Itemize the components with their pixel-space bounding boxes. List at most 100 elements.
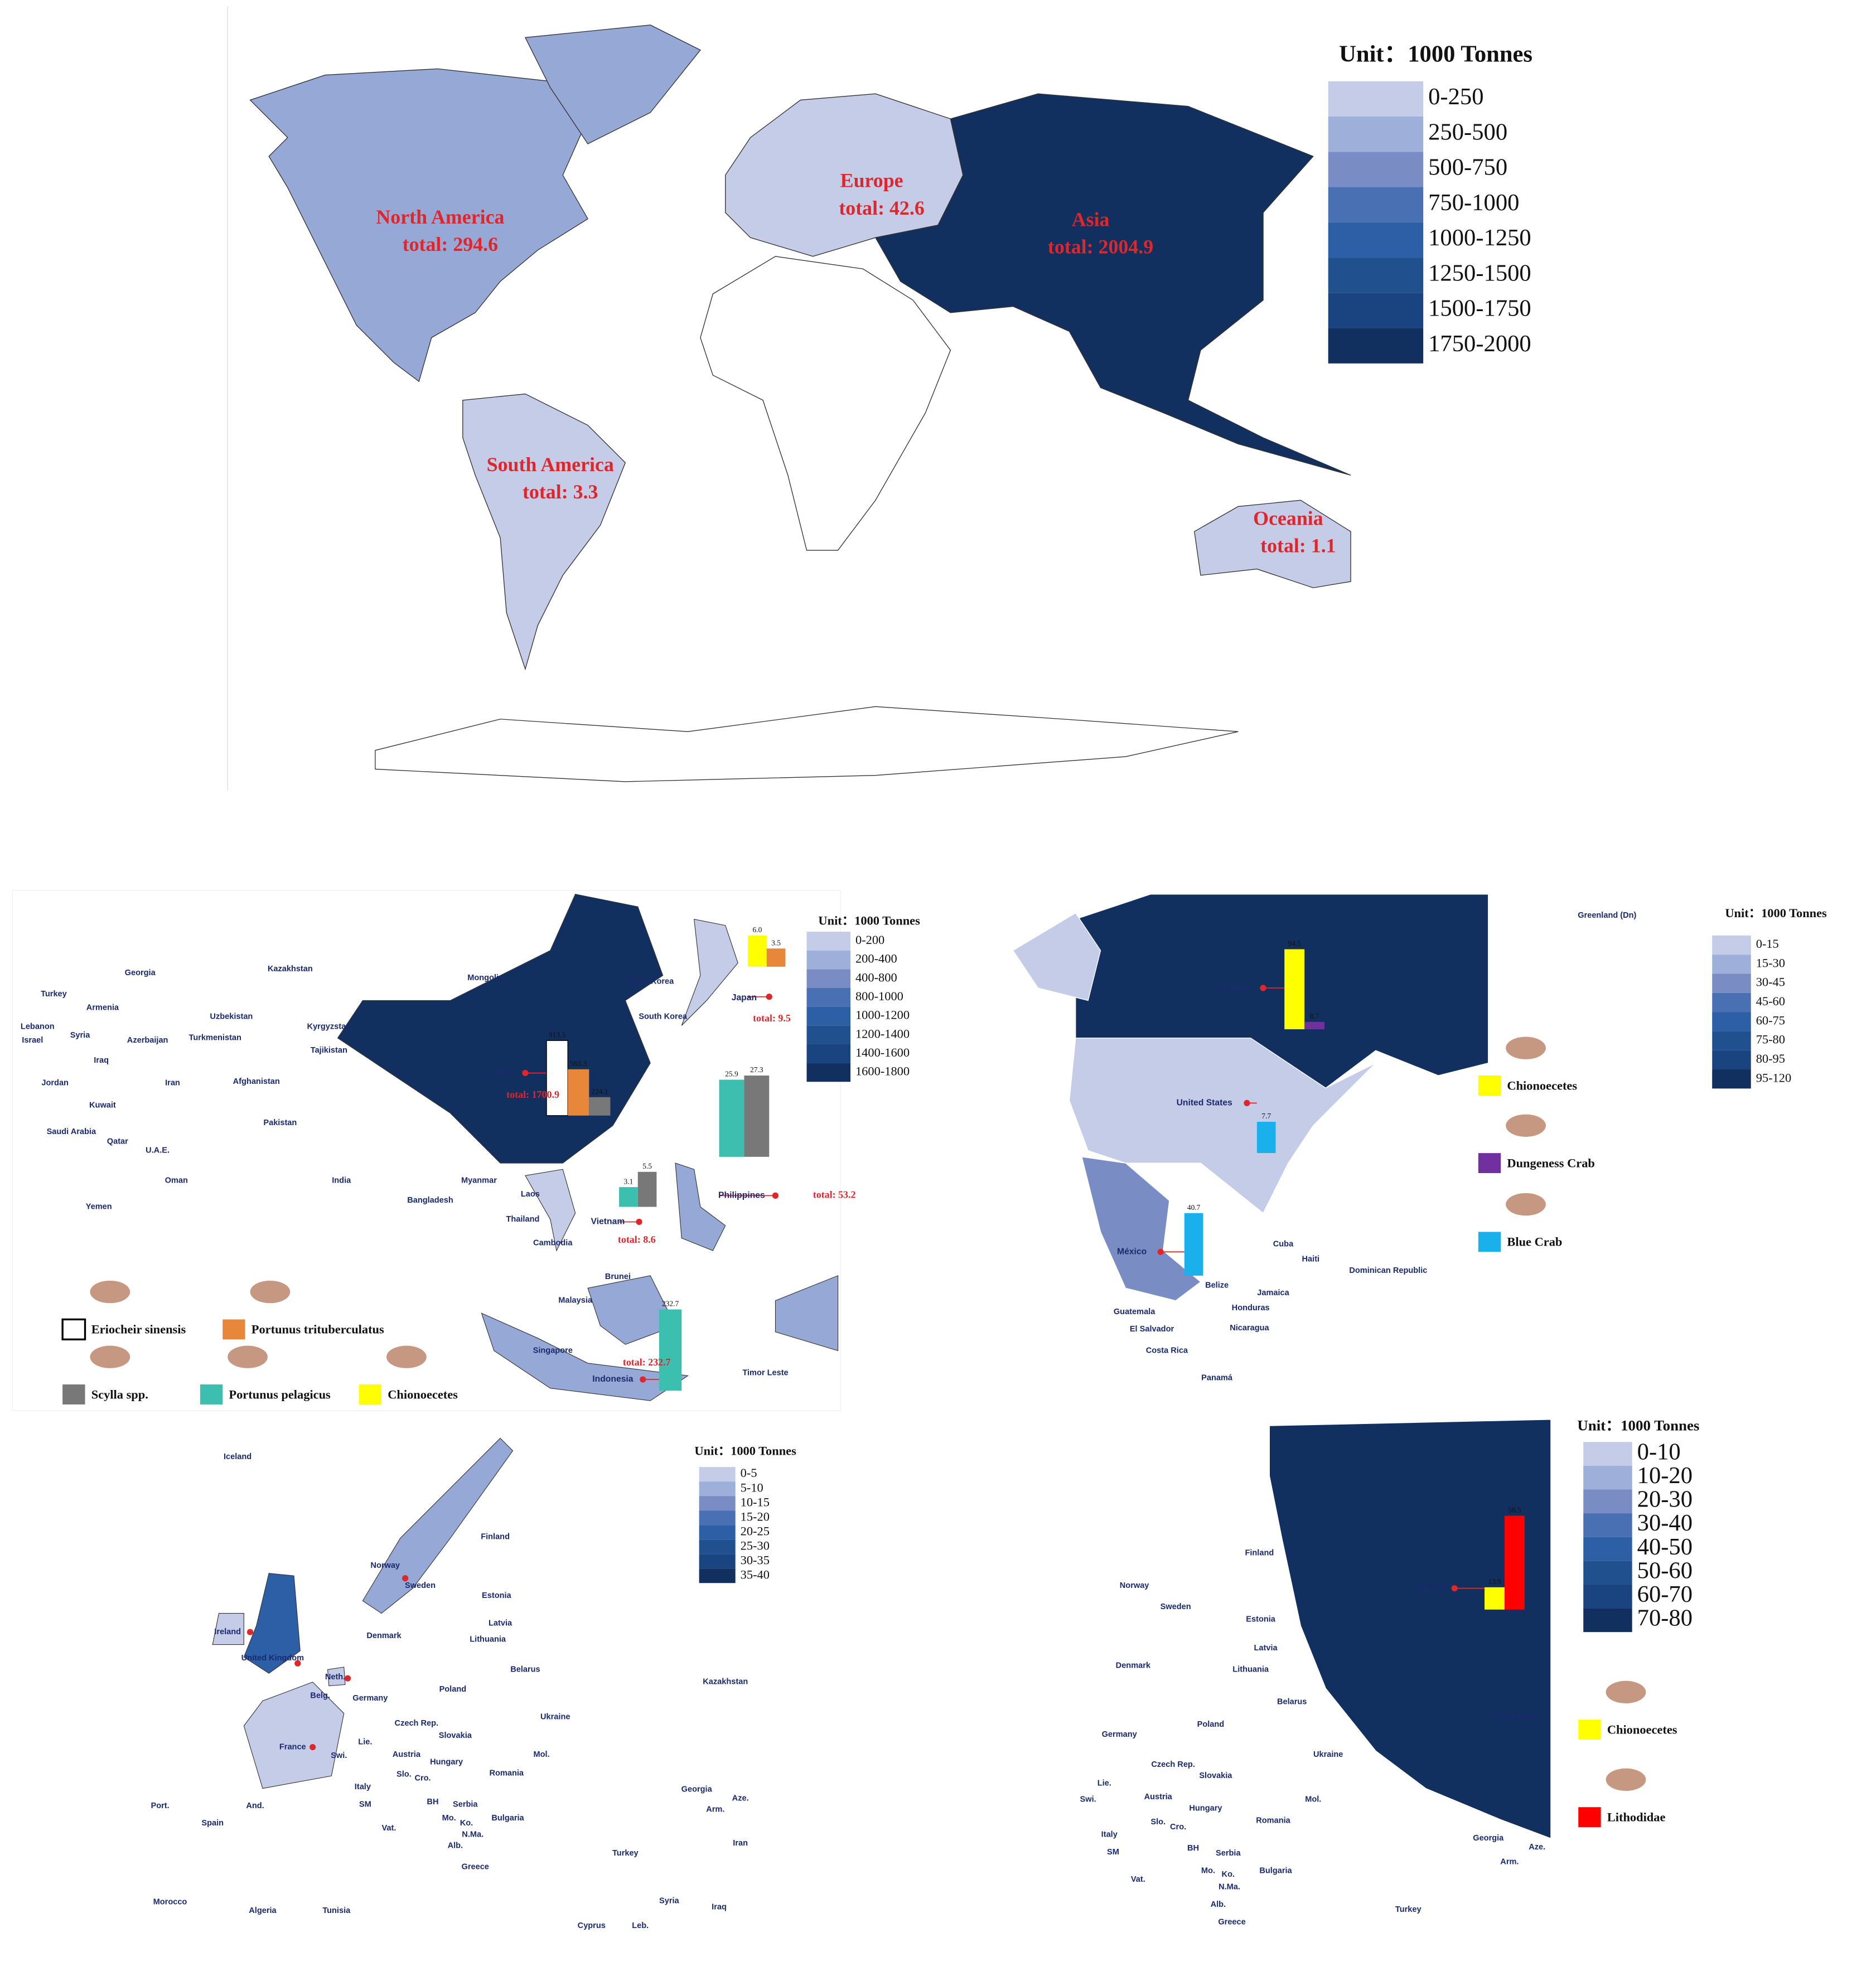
country-label: Greece	[462, 1863, 489, 1872]
producer-name: Indonesia	[592, 1374, 633, 1384]
country-label: Romania	[1256, 1817, 1290, 1825]
legend-label: 75-80	[1756, 1033, 1785, 1047]
species-swatch	[200, 1384, 223, 1404]
species-swatch	[1478, 1076, 1501, 1096]
ireland	[212, 1612, 244, 1645]
legend-swatch	[1712, 1069, 1751, 1089]
species-name: Blue Crab	[1507, 1235, 1562, 1249]
country-label: Hungary	[430, 1757, 463, 1766]
country-label: Serbia	[1216, 1849, 1241, 1858]
country-label: Austria	[393, 1750, 421, 1759]
legend-label: 60-75	[1756, 1013, 1785, 1027]
bar-label: 563.3	[570, 1059, 587, 1068]
country-label: Israel	[22, 1036, 43, 1045]
legend-label: 60-70	[1637, 1581, 1693, 1607]
country-label: Belarus	[1277, 1698, 1307, 1707]
legend-swatch	[1712, 973, 1751, 993]
legend-swatch	[1712, 955, 1751, 974]
country-label: Iraq	[712, 1903, 727, 1912]
species-swatch	[1578, 1807, 1601, 1828]
bar	[1485, 1587, 1505, 1610]
country-label: Brunei	[605, 1272, 631, 1281]
country-label: Laos	[521, 1190, 540, 1199]
producer-name: Vietnam	[591, 1217, 625, 1227]
country-label: Aze.	[732, 1794, 749, 1803]
country-label: Italy	[1101, 1830, 1118, 1839]
species-swatch	[1478, 1153, 1501, 1173]
asia-map	[12, 890, 841, 1411]
region-total: total: 294.6	[403, 233, 498, 255]
producer-dot	[522, 1069, 529, 1077]
country-label: South Korea	[639, 1012, 687, 1021]
country-label: Tajikistan	[311, 1046, 347, 1055]
legend-label: 80-95	[1756, 1052, 1785, 1065]
country-label: Jamaica	[1257, 1289, 1289, 1297]
country-label: Singapore	[533, 1346, 573, 1355]
country-label: Germany	[352, 1694, 388, 1703]
country-label: Ukraine	[540, 1713, 570, 1722]
country-label: India	[332, 1176, 351, 1185]
bar-label: 5.5	[642, 1162, 652, 1170]
country-label: SM	[359, 1800, 371, 1809]
new-guinea	[775, 1275, 839, 1352]
country-label: Iran	[165, 1078, 180, 1087]
country-label: El Salvador	[1130, 1325, 1174, 1334]
country-label: United Kingdom	[241, 1654, 304, 1663]
legend-swatch	[1712, 1012, 1751, 1031]
country-label: Panamá	[1201, 1374, 1233, 1383]
country-label: Czech Rep.	[1151, 1760, 1195, 1769]
country-label: Nicaragua	[1230, 1324, 1269, 1333]
legend-label: 50-60	[1637, 1557, 1693, 1583]
country-label: Azerbaijan	[127, 1036, 168, 1045]
country-label: Tunisia	[322, 1906, 351, 1915]
legend-swatch	[1583, 1537, 1632, 1561]
legend-swatch	[1328, 187, 1424, 222]
legend-label: 15-30	[1756, 956, 1785, 970]
species-name: Portunus trituberculatus	[252, 1323, 384, 1336]
country-label: Cambodia	[533, 1238, 573, 1247]
producer-dot	[402, 1575, 409, 1582]
japan	[681, 918, 738, 1026]
country-label: Bulgaria	[491, 1814, 524, 1823]
legend-swatch	[806, 932, 851, 951]
species-swatch	[1478, 1232, 1501, 1252]
europe-map	[212, 1437, 514, 1789]
bar-label: 232.7	[662, 1300, 679, 1308]
country-label: Cro.	[1170, 1823, 1186, 1832]
country-label: Greenland (Dn)	[1578, 911, 1636, 920]
country-label: Ireland	[214, 1628, 241, 1636]
country-label: Latvia	[1254, 1644, 1278, 1653]
country-label: Lithuania	[470, 1635, 506, 1644]
species-name: Lithodidae	[1607, 1810, 1666, 1824]
legend-label: 35-40	[741, 1567, 770, 1581]
legend-swatch	[1583, 1513, 1632, 1537]
legend-swatch	[699, 1525, 736, 1540]
legend-swatch	[806, 1006, 851, 1026]
legend-swatch	[1583, 1561, 1632, 1585]
country-label: Kazakhstan	[703, 1678, 748, 1687]
producer-dot	[294, 1660, 301, 1667]
legend-label: 400-800	[855, 970, 897, 984]
russia-map	[1269, 1419, 1551, 1839]
country-label: Poland	[1197, 1720, 1225, 1729]
alaska	[1012, 912, 1101, 1001]
legend-title: Unit：1000 Tonnes	[694, 1444, 796, 1457]
country-label: Leb.	[632, 1921, 649, 1930]
country-label: Romania	[490, 1769, 524, 1777]
producer-dot	[772, 1192, 779, 1199]
legend-swatch	[699, 1496, 736, 1511]
legend-swatch	[1712, 1031, 1751, 1050]
crab-icon	[386, 1345, 427, 1368]
russia	[1269, 1419, 1551, 1839]
oceania	[1194, 500, 1351, 588]
country-label: Cyprus	[578, 1921, 606, 1930]
country-label: Denmark	[1116, 1662, 1151, 1670]
bar-label: 8.7	[1310, 1012, 1319, 1020]
region-total: total: 1.1	[1260, 535, 1336, 557]
country-label: Arm.	[706, 1805, 724, 1814]
legend-swatch	[699, 1510, 736, 1525]
country-label: Qatar	[107, 1137, 128, 1146]
country-label: Syria	[70, 1031, 91, 1040]
country-label: Myanmar	[461, 1176, 497, 1185]
